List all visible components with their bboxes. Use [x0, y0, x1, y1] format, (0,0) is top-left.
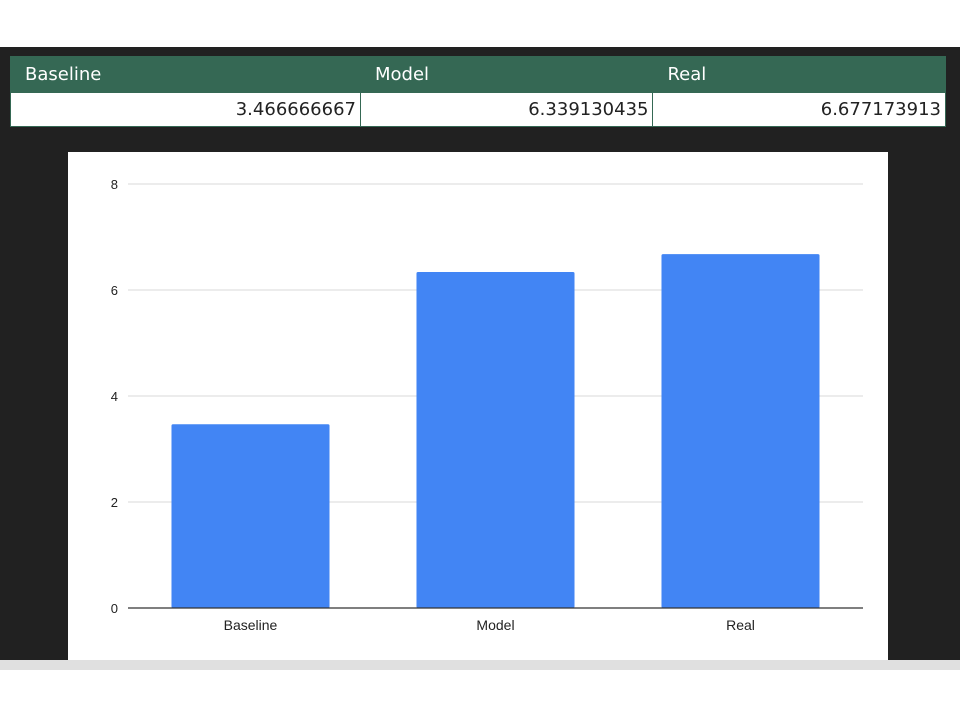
bar-model[interactable] [416, 272, 575, 608]
bar-real[interactable] [661, 254, 820, 608]
y-tick-label: 8 [111, 177, 118, 192]
bar-baseline[interactable] [171, 424, 330, 608]
x-tick-label: Real [726, 617, 755, 633]
value-cell-real[interactable]: 6.677173913 [652, 92, 946, 127]
header-cell-real[interactable]: Real [652, 56, 946, 93]
table-row: 3.466666667 6.339130435 6.677173913 [10, 92, 946, 127]
bar-chart[interactable]: 0 2 4 6 8 Baseline Model Real [68, 152, 888, 660]
table-header-row: Baseline Model Real [10, 56, 946, 93]
header-cell-model[interactable]: Model [359, 56, 654, 93]
x-tick-label: Model [476, 617, 514, 633]
bottom-scroll-strip [0, 660, 960, 670]
value-cell-model[interactable]: 6.339130435 [359, 92, 654, 127]
x-tick-label: Baseline [224, 617, 278, 633]
data-table: Baseline Model Real 3.466666667 6.339130… [10, 56, 946, 127]
y-tick-label: 0 [111, 601, 118, 616]
header-cell-baseline[interactable]: Baseline [10, 56, 361, 93]
value-cell-baseline[interactable]: 3.466666667 [10, 92, 361, 127]
y-tick-label: 6 [111, 283, 118, 298]
y-tick-label: 2 [111, 495, 118, 510]
y-tick-label: 4 [111, 389, 118, 404]
chart-canvas: 0 2 4 6 8 Baseline Model Real [111, 177, 863, 633]
